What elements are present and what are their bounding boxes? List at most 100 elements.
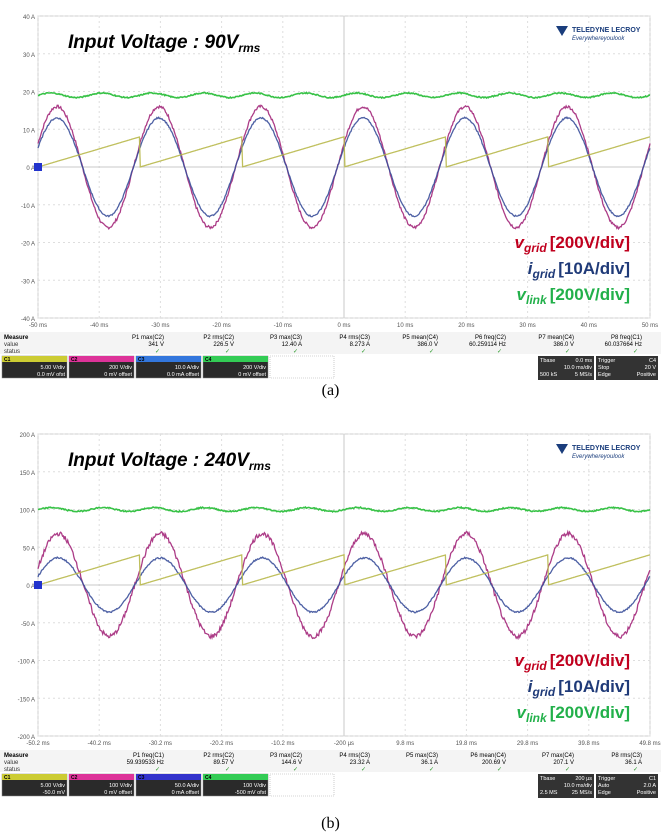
channel-zero-marker (34, 163, 42, 171)
measure-value: 144.6 V (281, 760, 302, 766)
x-tick-label: 30 ms (519, 323, 535, 329)
measure-value: 89.57 V (213, 760, 234, 766)
measure-header: P5 max(C3) (406, 753, 438, 759)
status-check-icon: ✓ (633, 767, 638, 773)
trigger-bg (596, 356, 658, 380)
channel-id: C1 (4, 775, 11, 781)
y-tick-label: 100 A (20, 509, 35, 515)
measure-value: 12.40 A (282, 342, 302, 348)
trigger-bg (596, 774, 658, 798)
channel-scale: 5.00 V/div (41, 365, 66, 371)
channel-zero-marker (34, 581, 42, 589)
legend-i_grid: igrid [10A/div] (528, 677, 630, 699)
measure-value: 36.1 A (625, 760, 642, 766)
measure-value: 207.1 V (553, 760, 574, 766)
status-check-icon: ✓ (361, 767, 366, 773)
y-tick-label: 150 A (20, 471, 35, 477)
brand-tagline: Everywhereyoulook (572, 36, 625, 42)
measure-value: 60.259114 Hz (469, 342, 506, 348)
measure-value: 59.939533 Hz (127, 760, 164, 766)
timebase-bg (538, 774, 594, 798)
channel-color-strip (136, 774, 201, 780)
channel-color-strip (203, 774, 268, 780)
channel-id: C3 (138, 357, 145, 363)
channel-scale: 200 V/div (243, 365, 266, 371)
channel-color-strip (136, 356, 201, 362)
measure-header: P5 mean(C4) (402, 335, 438, 341)
measure-header: Measure (4, 753, 29, 759)
measure-header: P3 max(C2) (270, 753, 302, 759)
measure-status-label: status (4, 767, 20, 773)
measure-header: P4 rms(C3) (339, 335, 370, 341)
channel-color-strip (69, 356, 134, 362)
channel-offset: 0 mV offset (104, 372, 132, 378)
channel-id: C1 (4, 357, 11, 363)
status-check-icon: ✓ (155, 767, 160, 773)
channel-offset: 0.0 mV ofst (37, 372, 65, 378)
x-tick-label: 19.8 ms (456, 741, 477, 747)
measure-value: 386.0 V (417, 342, 438, 348)
caption-a: (a) (321, 382, 340, 399)
channel-id: C3 (138, 775, 145, 781)
scope-svg: 40 A30 A20 A10 A0 A-10 A-20 A-30 A-40 A-… (0, 0, 661, 380)
measure-value-label: value (4, 760, 19, 766)
measure-header: P6 freq(C2) (475, 335, 506, 341)
legend-i_grid: igrid [10A/div] (528, 259, 630, 281)
y-tick-label: -40 A (21, 317, 35, 323)
status-check-icon: ✓ (497, 349, 502, 355)
measure-header: P1 freq(C1) (133, 753, 164, 759)
teledyne-logo-icon (556, 444, 568, 454)
x-tick-label: 40 ms (581, 323, 597, 329)
status-check-icon: ✓ (633, 349, 638, 355)
channel-id: C4 (205, 357, 212, 363)
timebase-rate: 5 MS/s (575, 372, 592, 378)
measure-table: Measure P1 freq(C1) P2 rms(C2) P3 max(C2) P4… (0, 750, 661, 773)
y-tick-label: 50 A (23, 546, 35, 552)
trigger-mode: Stop (598, 365, 609, 371)
y-tick-label: 0 A (26, 584, 35, 590)
grid (37, 15, 651, 319)
channel-id: C2 (71, 357, 78, 363)
timebase-bg (538, 356, 594, 380)
scope-svg: 200 A 150 A 100 A 50 A 0 A -50 A -100 A -150 A -… (0, 418, 661, 798)
status-check-icon: ✓ (155, 349, 160, 355)
trigger-box: Trigger C4 Stop 20 V Edge Positive (596, 356, 658, 380)
channel-offset: 0 mV offset (238, 372, 266, 378)
channel-scale: 50.0 A/div (175, 783, 199, 789)
trigger-edge: Edge (598, 372, 611, 378)
y-tick-label: 0 A (26, 166, 35, 172)
channel-scale: 5.00 V/div (41, 783, 66, 789)
measure-header: P2 rms(C2) (203, 753, 234, 759)
series-ramp (37, 135, 651, 168)
status-check-icon: ✓ (429, 767, 434, 773)
timebase-value: 200 µs (575, 776, 592, 782)
x-tick-label: -30.2 ms (149, 741, 172, 747)
status-check-icon: ✓ (293, 349, 298, 355)
channel-scale: 200 V/div (109, 365, 132, 371)
x-tick-label: -10 ms (274, 323, 292, 329)
timebase-samples: 500 kS (540, 372, 557, 378)
trigger-label: Trigger (598, 776, 615, 782)
brand-tagline: Everywhereyoulook (572, 454, 625, 460)
y-tick-label: 30 A (23, 53, 35, 59)
status-check-icon: ✓ (361, 349, 366, 355)
measure-value: 386.0 V (553, 342, 574, 348)
x-tick-label: 50 ms (642, 323, 658, 329)
channel-offset: -500 mV ofst (235, 790, 267, 796)
measure-status-label: status (4, 349, 20, 355)
channel-scale: 100 V/div (109, 783, 132, 789)
measure-header: P8 rms(C3) (611, 753, 642, 759)
x-tick-label: -200 µs (334, 741, 354, 747)
brand-name: TELEDYNE LECROY (572, 27, 641, 34)
x-tick-label: 9.8 ms (396, 741, 414, 747)
x-tick-label: 10 ms (397, 323, 413, 329)
series-v_link (37, 91, 651, 100)
trigger-level: 20 V (645, 365, 657, 371)
status-check-icon: ✓ (293, 767, 298, 773)
